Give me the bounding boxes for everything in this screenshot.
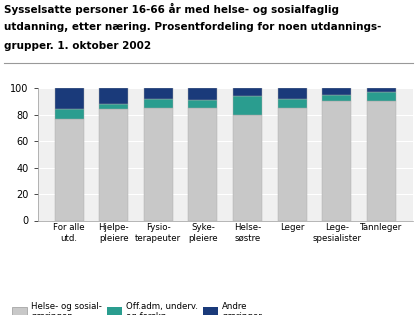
Bar [55,88,83,109]
Bar [188,108,217,220]
Bar [144,99,173,108]
Bar [278,88,306,99]
Bar [278,99,306,108]
Bar [55,109,83,119]
Text: utdanning, etter næring. Prosentfordeling for noen utdannings-: utdanning, etter næring. Prosentfordelin… [4,22,382,32]
Bar [99,104,128,109]
Bar [55,119,83,220]
Bar [233,115,262,220]
Legend: Helse- og sosial-
næringen, Off.adm, underv.
og forskn., Andre
næringer: Helse- og sosial- næringen, Off.adm, und… [12,301,261,315]
Bar [367,88,396,92]
Bar [144,108,173,220]
Bar [144,88,173,99]
Bar [367,101,396,220]
Bar [99,109,128,220]
Bar [278,108,306,220]
Bar [322,101,351,220]
Text: Sysselsatte personer 16-66 år med helse- og sosialfaglig: Sysselsatte personer 16-66 år med helse-… [4,3,339,15]
Bar [322,95,351,101]
Bar [233,96,262,115]
Bar [188,88,217,100]
Bar [188,100,217,108]
Bar [322,88,351,95]
Bar [233,88,262,96]
Bar [367,92,396,101]
Text: grupper. 1. oktober 2002: grupper. 1. oktober 2002 [4,41,151,51]
Bar [99,88,128,104]
